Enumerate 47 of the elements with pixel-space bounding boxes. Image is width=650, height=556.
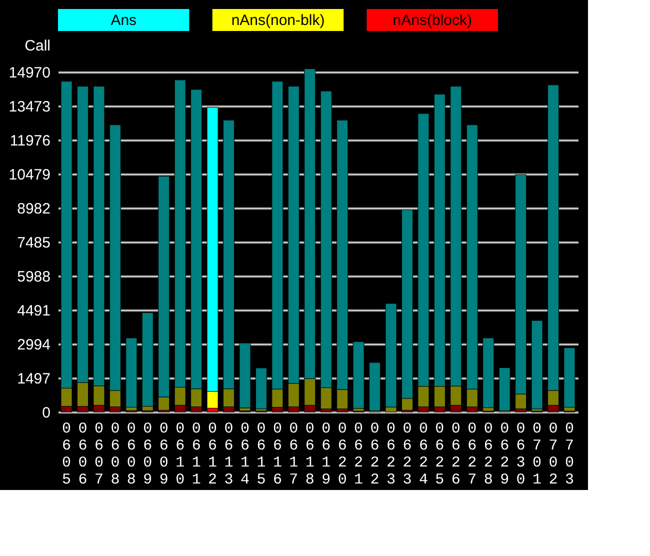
x-tick-label: 0607 — [94, 420, 104, 488]
y-tick-label: 0 — [42, 404, 50, 422]
x-tick-label: 0629 — [500, 420, 510, 488]
y-tick-label: 8982 — [17, 200, 50, 218]
x-tick-label: 0623 — [386, 420, 396, 488]
x-tick-label: 0624 — [418, 420, 428, 488]
y-tick-label: 10479 — [8, 166, 50, 184]
text: Ans — [110, 12, 137, 29]
y-tick-label: 13473 — [8, 98, 50, 116]
x-tick-label: 0701 — [532, 420, 542, 488]
x-tick-label: 0618 — [305, 420, 314, 488]
y-axis-title: Call — [24, 38, 50, 54]
x-tick-label: 0606 — [78, 420, 88, 488]
x-tick-label: 0627 — [468, 420, 477, 488]
text: nAns(block) — [392, 12, 472, 29]
x-tick-label: 0608 — [126, 420, 136, 488]
y-tick-label: 5988 — [17, 268, 50, 286]
x-tick-label: 0605 — [62, 420, 72, 488]
x-tick-label: 0616 — [272, 420, 282, 488]
x-tick-label: 0703 — [564, 420, 574, 488]
x-tick-label: 0622 — [370, 420, 380, 488]
y-tick-label: 7485 — [17, 234, 50, 252]
x-tick-label: 0615 — [256, 420, 266, 488]
x-tick-label: 0617 — [289, 420, 298, 488]
x-tick-label: 0625 — [435, 420, 444, 488]
y-tick-label: 14970 — [8, 64, 50, 82]
x-tick-label: 0611 — [192, 420, 201, 488]
y-tick-label: 1497 — [17, 370, 50, 388]
x-tick-label: 0620 — [338, 420, 347, 488]
x-tick-label: 0621 — [354, 420, 364, 488]
x-tick-label: 0614 — [240, 420, 250, 488]
x-tick-label: 0613 — [224, 420, 234, 488]
text: nAns(non-blk) — [231, 12, 325, 29]
x-tick-label: 0609 — [143, 420, 152, 488]
x-tick-label: 0609 — [159, 420, 168, 488]
x-tick-label: 0619 — [322, 420, 331, 488]
x-tick-label: 0608 — [110, 420, 120, 488]
x-tick-label: 0630 — [516, 420, 526, 488]
y-tick-label: 4491 — [17, 302, 50, 320]
x-tick-label: 0628 — [484, 420, 493, 488]
x-tick-label: 0626 — [451, 420, 460, 488]
x-tick-label: 0623 — [402, 420, 412, 488]
x-tick-label: 0612 — [208, 420, 218, 488]
x-tick-label: 0702 — [548, 420, 558, 488]
y-tick-label: 11976 — [10, 132, 50, 150]
x-tick-label: 0610 — [176, 420, 185, 488]
y-tick-label: 2994 — [17, 336, 50, 354]
